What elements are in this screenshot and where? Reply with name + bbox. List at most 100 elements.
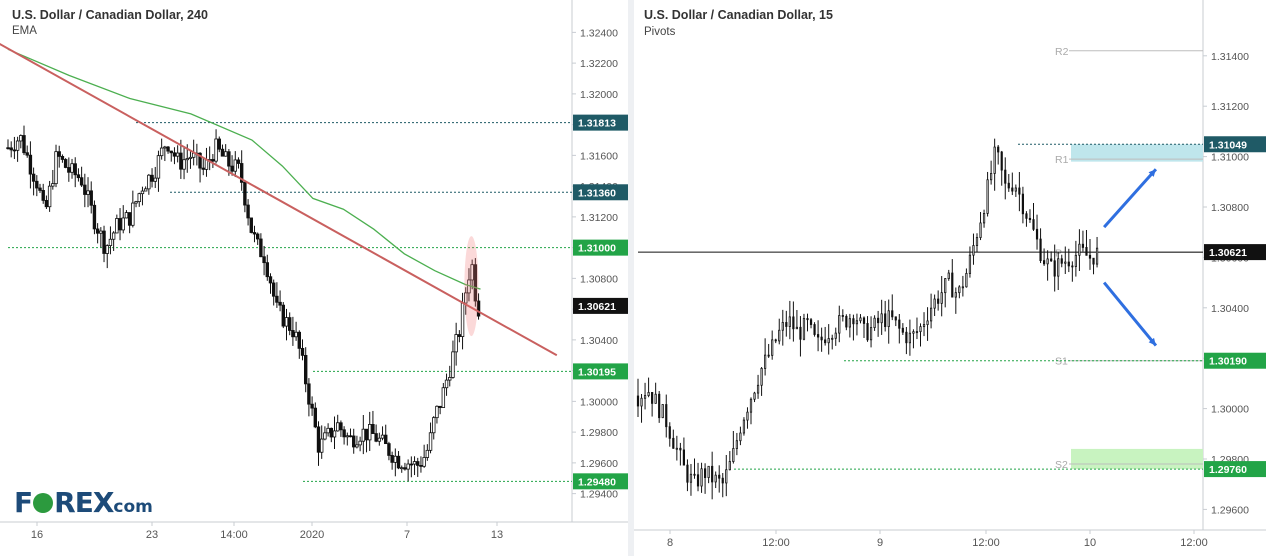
candle-body (862, 317, 866, 324)
candle-body (214, 138, 218, 162)
candle-body (661, 404, 664, 419)
candle-body (1032, 219, 1035, 230)
candle-body (444, 379, 449, 389)
price-level-label: 1.30621 (578, 301, 616, 313)
candle-body (749, 398, 753, 413)
candle-body (211, 159, 215, 162)
candle-body (774, 339, 777, 342)
candle-body (297, 331, 301, 349)
highlight-ellipse (464, 236, 479, 337)
candle-body (640, 397, 643, 407)
candle-body (809, 319, 813, 325)
candle-body (887, 310, 890, 328)
candle-body (813, 324, 816, 335)
candle-body (1057, 258, 1060, 277)
candle-body (422, 457, 426, 467)
chart-right-svg[interactable]: 1.314001.312001.310001.308001.306001.304… (634, 0, 1266, 556)
arrow-line (1103, 168, 1158, 229)
candle-body (841, 315, 844, 317)
candle-body (696, 474, 700, 487)
y-tick-label: 1.31000 (1211, 152, 1249, 164)
candle-body (47, 185, 52, 208)
candle-body (127, 212, 132, 226)
candle-body (767, 354, 770, 357)
candle-body (255, 233, 260, 240)
candle-body (217, 138, 221, 150)
candle-body (41, 190, 45, 201)
candle-body (686, 464, 689, 483)
price-level-label: 1.31813 (578, 118, 616, 130)
candle-body (393, 455, 398, 463)
candle-body (693, 473, 696, 476)
candle-body (124, 212, 129, 219)
candle-body (143, 188, 148, 192)
candle-body (284, 317, 289, 327)
price-level-badge (573, 239, 628, 256)
price-level-badge (1204, 352, 1266, 369)
candle-body (28, 154, 33, 175)
chart-left-svg[interactable]: 1.324001.322001.320001.318001.316001.314… (0, 0, 628, 556)
candle-body (137, 193, 141, 203)
panel-divider[interactable] (628, 0, 634, 556)
candle-body (95, 228, 100, 234)
candle-body (83, 184, 87, 195)
candle-body (1067, 261, 1070, 267)
candle-body (287, 317, 292, 331)
candle-body (281, 304, 285, 327)
candle-body (919, 326, 922, 333)
candle-body (374, 433, 378, 442)
candle-body (1039, 238, 1042, 262)
price-level-badge (1204, 244, 1266, 261)
candle-body (182, 159, 186, 170)
candle-body (732, 448, 735, 462)
zone-resistance (1071, 144, 1203, 162)
candle-body (947, 272, 950, 280)
pivot-label-r2: R2 (1055, 46, 1069, 58)
candle-body (1088, 254, 1092, 259)
candle-body (827, 338, 830, 344)
candle-body (972, 245, 975, 256)
candle-body (658, 393, 661, 419)
candle-body (986, 179, 989, 214)
chart-panel-left: 1.324001.322001.320001.318001.316001.314… (0, 0, 628, 556)
candle-body (739, 432, 742, 442)
indicator-label-ema: EMA (12, 25, 37, 37)
candle-body (922, 324, 926, 328)
candle-body (15, 140, 20, 151)
candle-body (352, 435, 356, 448)
indicator-label-pivots: Pivots (644, 26, 676, 38)
candle-body (60, 156, 65, 160)
candle-body (271, 282, 276, 297)
candle-body (163, 146, 167, 149)
candle-body (377, 437, 382, 442)
candle-body (230, 165, 234, 172)
candle-body (329, 427, 334, 438)
candle-body (838, 315, 841, 334)
candle-body (416, 461, 420, 466)
candle-body (1095, 247, 1099, 265)
candle-body (89, 190, 93, 206)
candle-body (236, 159, 241, 164)
x-tick-label: 9 (877, 537, 883, 549)
candle-body (756, 384, 760, 394)
candle-body (361, 428, 366, 442)
candle-body (675, 447, 678, 450)
candle-body (1085, 247, 1088, 256)
candle-body (150, 174, 154, 182)
candle-body (134, 201, 138, 204)
candle-body (384, 434, 388, 445)
candle-body (99, 230, 103, 234)
candle-body (291, 330, 295, 338)
candle-body (975, 237, 979, 246)
trend-line (0, 42, 558, 357)
candle-body (300, 347, 305, 356)
candle-body (764, 354, 767, 369)
y-tick-label: 1.32200 (580, 58, 618, 70)
candle-body (795, 326, 799, 330)
candle-body (753, 392, 756, 400)
candle-body (259, 238, 263, 258)
candle-body (1004, 169, 1007, 184)
y-tick-label: 1.30000 (580, 396, 618, 408)
candle-body (689, 473, 693, 483)
candle-body (464, 292, 468, 304)
